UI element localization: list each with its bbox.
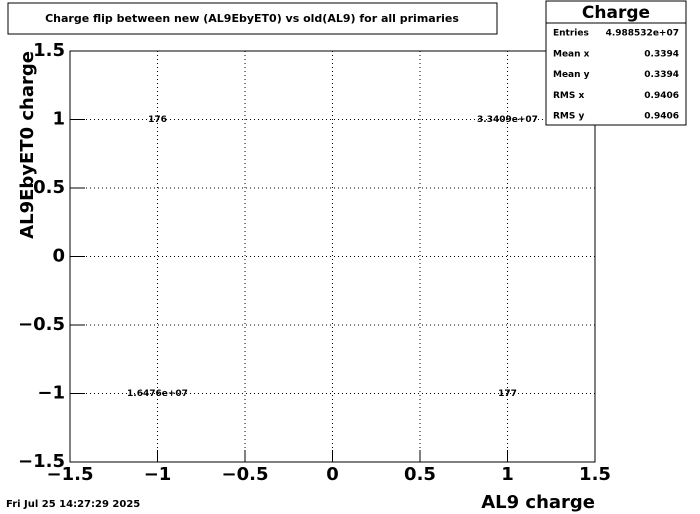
stats-name: Mean x <box>553 49 590 59</box>
stats-value: 4.988532e+07 <box>606 29 679 39</box>
stats-name: Mean y <box>553 70 590 80</box>
x-tick-label: 1.5 <box>579 464 611 485</box>
y-tick-label: −0.5 <box>18 314 65 335</box>
cell-label: 177 <box>498 389 517 399</box>
y-tick-label: 0.5 <box>33 177 65 198</box>
y-tick-label: 1 <box>52 109 65 130</box>
stats-name: RMS y <box>553 112 585 122</box>
cell-label: 176 <box>148 115 167 125</box>
stats-value: 0.3394 <box>644 70 679 80</box>
stats-value: 0.9406 <box>644 112 679 122</box>
date-stamp: Fri Jul 25 14:27:29 2025 <box>6 499 140 510</box>
cell-label: 3.3409e+07 <box>477 115 538 125</box>
stats-frame <box>545 0 687 126</box>
y-tick-label: −1.5 <box>18 451 65 472</box>
title-box <box>7 2 498 35</box>
stats-name: RMS x <box>553 91 585 101</box>
stats-title: Charge <box>582 3 650 23</box>
chart-title: Charge flip between new (AL9EbyET0) vs o… <box>45 12 459 25</box>
x-tick-label: −1.5 <box>47 464 94 485</box>
x-tick-label: 0 <box>326 464 339 485</box>
x-tick-label: 1 <box>501 464 514 485</box>
stats-value: 0.3394 <box>644 49 679 59</box>
y-tick-label: 1.5 <box>33 40 65 61</box>
cell-label: 1.6476e+07 <box>127 389 188 399</box>
x-axis-label: AL9 charge <box>481 492 595 513</box>
stats-name: Entries <box>553 29 589 39</box>
y-tick-label: −1 <box>37 383 65 404</box>
y-axis-label: AL9EbyET0 charge <box>17 51 38 239</box>
x-tick-label: 0.5 <box>404 464 436 485</box>
x-tick-label: −0.5 <box>222 464 269 485</box>
stats-value: 0.9406 <box>644 91 679 101</box>
y-tick-label: 0 <box>52 246 65 267</box>
x-tick-label: −1 <box>144 464 172 485</box>
stats-box: Charge <box>545 0 687 126</box>
